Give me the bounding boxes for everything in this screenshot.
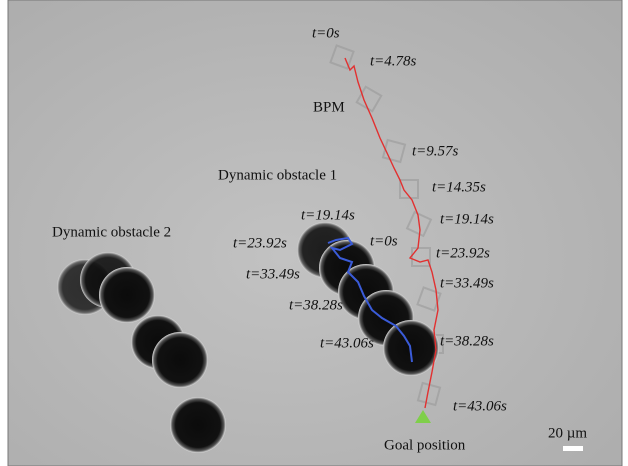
time-label: t=19.14s [301, 207, 355, 223]
scale-label: 20 µm [548, 425, 587, 441]
time-label: t=43.06s [453, 398, 507, 414]
scale-bar [563, 446, 583, 451]
robot-label: BPM [313, 99, 345, 115]
time-label: t=43.06s [320, 335, 374, 351]
obstacle-label: Dynamic obstacle 2 [52, 224, 171, 240]
time-label: t=0s [370, 233, 398, 249]
obstacle-label: Dynamic obstacle 1 [218, 167, 337, 183]
time-label: t=9.57s [412, 143, 459, 159]
time-label: t=14.35s [432, 179, 486, 195]
time-label: t=19.14s [440, 211, 494, 227]
goal-label: Goal position [384, 437, 466, 453]
time-label: t=23.92s [436, 245, 490, 261]
time-label: t=33.49s [246, 266, 300, 282]
time-label: t=33.49s [440, 275, 494, 291]
time-label: t=38.28s [440, 333, 494, 349]
time-label: t=23.92s [233, 235, 287, 251]
time-label: t=0s [312, 25, 340, 41]
micrograph: t=0s t=4.78s BPM t=9.57s t=14.35s t=19.1… [0, 0, 628, 466]
time-label: t=38.28s [289, 297, 343, 313]
time-label: t=4.78s [370, 53, 417, 69]
